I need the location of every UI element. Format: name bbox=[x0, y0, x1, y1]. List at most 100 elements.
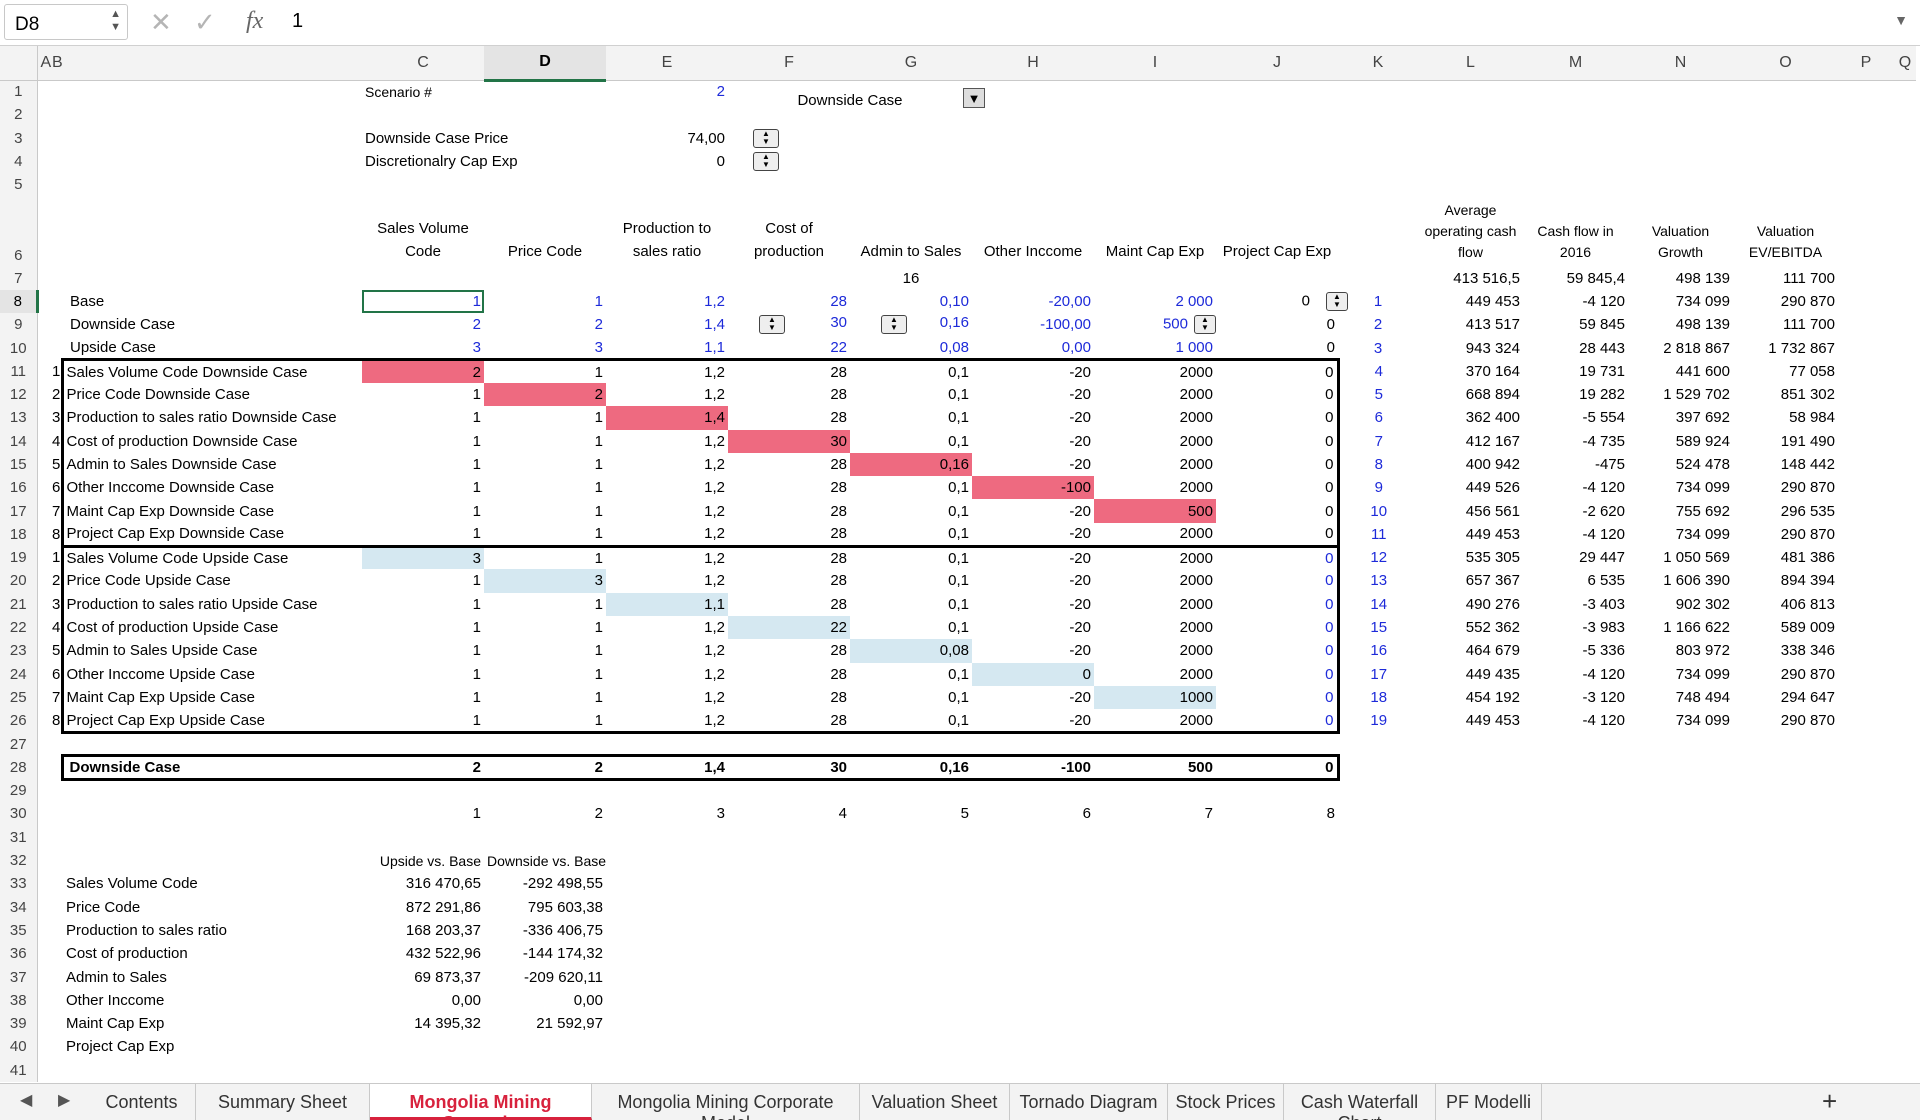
cell[interactable] bbox=[1628, 965, 1733, 988]
admin-to-sales-cell[interactable]: 0,16 bbox=[850, 452, 972, 477]
valuation-growth-value[interactable]: 1 606 390 bbox=[1663, 572, 1730, 590]
valuation-growth-value[interactable]: 734 099 bbox=[1675, 292, 1730, 310]
price-code-cell[interactable]: 1 bbox=[594, 432, 603, 450]
avg-ocf-value[interactable]: 657 367 bbox=[1465, 572, 1520, 590]
valuation-growth-value[interactable]: 498 139 bbox=[1675, 269, 1730, 287]
cell[interactable] bbox=[1216, 942, 1338, 965]
summary-downside-value[interactable]: -336 406,75 bbox=[522, 921, 603, 939]
cell[interactable] bbox=[1418, 1012, 1523, 1035]
other-income-cell[interactable]: -20 bbox=[972, 522, 1094, 548]
cell[interactable] bbox=[62, 1059, 362, 1082]
column-header[interactable]: H bbox=[972, 46, 1094, 81]
project-cap-exp-cell[interactable]: 0 bbox=[1216, 522, 1340, 548]
column-header[interactable]: I bbox=[1094, 46, 1216, 81]
production-ratio-cell[interactable]: 1,1 bbox=[704, 338, 725, 356]
cell[interactable] bbox=[1628, 942, 1733, 965]
row-header[interactable]: 25 bbox=[0, 685, 38, 710]
sheet-tab[interactable]: Summary Sheet bbox=[196, 1084, 370, 1120]
cost-spinner-icon[interactable]: ▲ ▼ bbox=[759, 315, 785, 335]
cell[interactable] bbox=[1838, 569, 1894, 592]
cell[interactable] bbox=[1216, 965, 1338, 988]
cell[interactable] bbox=[49, 802, 62, 825]
admin-to-sales-cell[interactable]: ▲ ▼ 0,16 bbox=[850, 313, 972, 336]
cost-of-production-cell[interactable]: 28 bbox=[830, 572, 847, 590]
cf2016-value[interactable]: 29 447 bbox=[1579, 549, 1625, 567]
cell[interactable] bbox=[1838, 476, 1894, 499]
function-icon[interactable]: fx bbox=[246, 8, 264, 34]
cell[interactable] bbox=[37, 639, 49, 662]
cell[interactable] bbox=[1838, 499, 1894, 522]
maint-cap-exp-cell[interactable]: 2000 bbox=[1179, 572, 1213, 590]
avg-ocf-value[interactable]: 943 324 bbox=[1465, 339, 1520, 357]
cell[interactable] bbox=[1628, 826, 1733, 849]
formula-input[interactable]: 1 bbox=[292, 10, 304, 32]
valuation-ev-value[interactable]: 290 870 bbox=[1780, 712, 1835, 730]
cell[interactable] bbox=[37, 383, 49, 406]
cell[interactable] bbox=[37, 593, 49, 616]
summary-downside-value[interactable]: 21 592,97 bbox=[536, 1015, 603, 1033]
other-income-cell[interactable]: -20 bbox=[1069, 642, 1091, 660]
production-ratio-cell[interactable]: 1,2 bbox=[606, 358, 728, 383]
cell[interactable] bbox=[606, 732, 728, 755]
cell[interactable] bbox=[1523, 849, 1628, 872]
sales-volume-code-cell[interactable]: 1 bbox=[472, 502, 481, 520]
cell[interactable] bbox=[49, 150, 62, 173]
cell[interactable] bbox=[1838, 965, 1894, 988]
cell[interactable] bbox=[1418, 1059, 1523, 1082]
price-code-cell[interactable]: 2 bbox=[484, 382, 606, 407]
cell[interactable] bbox=[1418, 732, 1523, 755]
cell[interactable] bbox=[484, 266, 606, 289]
price-code-cell[interactable]: 1 bbox=[594, 292, 603, 310]
sales-volume-code-cell[interactable]: 1 bbox=[472, 432, 481, 450]
price-code-cell[interactable]: 1 bbox=[484, 522, 606, 548]
cell[interactable] bbox=[37, 663, 49, 686]
cell[interactable] bbox=[1733, 896, 1838, 919]
cell[interactable] bbox=[1733, 150, 1838, 173]
cell[interactable] bbox=[49, 196, 62, 266]
row-header[interactable]: 14 bbox=[0, 429, 38, 453]
cost-of-production-cell[interactable]: 28 bbox=[830, 292, 847, 310]
cost-of-production-cell[interactable]: 28 bbox=[830, 456, 847, 473]
cell[interactable] bbox=[1838, 430, 1894, 453]
price-code-cell[interactable]: 1 bbox=[594, 595, 603, 613]
scenario-index[interactable]: 5 bbox=[1374, 386, 1383, 404]
production-ratio-cell[interactable]: 1,2 bbox=[704, 456, 725, 473]
cell[interactable] bbox=[1418, 919, 1523, 942]
sales-volume-code-cell[interactable]: 1 bbox=[362, 522, 484, 548]
row-header[interactable]: 17 bbox=[0, 499, 38, 523]
cell[interactable] bbox=[37, 849, 49, 872]
cell[interactable] bbox=[606, 942, 728, 965]
row-header[interactable]: 11 bbox=[0, 359, 38, 383]
cell[interactable] bbox=[850, 779, 972, 802]
cell[interactable] bbox=[1838, 406, 1894, 429]
avg-ocf-value[interactable]: 454 192 bbox=[1465, 688, 1520, 706]
cell[interactable] bbox=[49, 872, 62, 895]
summary-upside-value[interactable]: 14 395,32 bbox=[414, 1015, 481, 1033]
cell[interactable] bbox=[1418, 756, 1523, 779]
column-header[interactable]: E bbox=[606, 46, 728, 81]
maint-cap-exp-cell[interactable]: 500 bbox=[1094, 754, 1216, 781]
price-code-cell[interactable]: 1 bbox=[594, 502, 603, 520]
avg-ocf-value[interactable]: 400 942 bbox=[1465, 456, 1520, 473]
valuation-growth-value[interactable]: 589 924 bbox=[1675, 432, 1730, 450]
avg-ocf-value[interactable]: 449 453 bbox=[1465, 712, 1520, 730]
scenario-dropdown-value[interactable]: Downside Case bbox=[797, 92, 903, 110]
other-income-cell[interactable]: -100,00 bbox=[1040, 316, 1091, 334]
valuation-growth-value[interactable]: 397 692 bbox=[1675, 409, 1730, 427]
cell[interactable] bbox=[49, 290, 62, 313]
cf2016-value[interactable]: -2 620 bbox=[1582, 502, 1625, 520]
cell[interactable] bbox=[1418, 965, 1523, 988]
cell[interactable] bbox=[62, 266, 362, 289]
maint-cap-exp-cell[interactable]: 2000 bbox=[1179, 595, 1213, 613]
cell[interactable] bbox=[49, 1059, 62, 1082]
cell[interactable] bbox=[1418, 896, 1523, 919]
column-header[interactable]: M bbox=[1523, 46, 1628, 81]
price-code-cell[interactable]: 1 bbox=[594, 409, 603, 427]
cell[interactable] bbox=[1628, 989, 1733, 1012]
cell[interactable] bbox=[850, 826, 972, 849]
cell[interactable] bbox=[37, 127, 49, 150]
sales-volume-code-cell[interactable]: 1 bbox=[472, 665, 481, 683]
cell[interactable] bbox=[1733, 942, 1838, 965]
cell[interactable] bbox=[728, 1059, 850, 1082]
cell[interactable] bbox=[1338, 872, 1418, 895]
